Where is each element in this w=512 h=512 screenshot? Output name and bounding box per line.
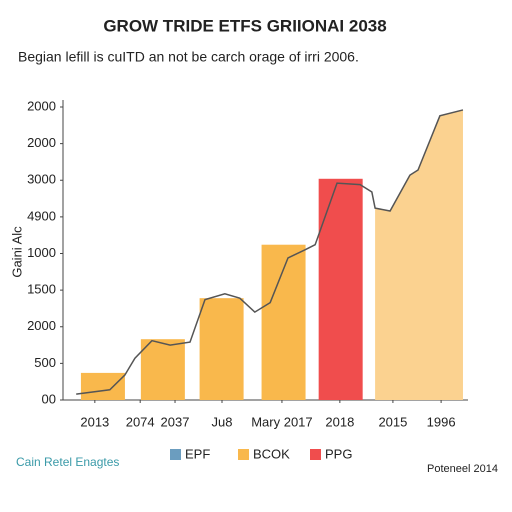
x-tick-label: Ju8	[212, 414, 233, 429]
x-tick-label: 2037	[161, 414, 190, 429]
y-tick-label: 3000	[27, 172, 56, 187]
footer-left: Cain Retel Enagtes	[16, 455, 119, 469]
y-tick-label: 4900	[27, 208, 56, 223]
x-tick-label: 2074	[126, 414, 155, 429]
legend-label: EPF	[185, 446, 210, 461]
y-tick-label: 2000	[27, 318, 56, 333]
y-tick-label: 00	[42, 391, 56, 406]
line	[76, 109, 464, 395]
bar	[80, 372, 125, 400]
legend-swatch	[310, 449, 321, 460]
y-tick-label: 2000	[27, 98, 56, 113]
legend-label: PPG	[325, 446, 352, 461]
bar	[318, 178, 363, 400]
area	[375, 109, 463, 401]
legend-swatch	[238, 449, 249, 460]
x-tick-label: 1996	[427, 414, 456, 429]
bar	[140, 339, 185, 400]
legend-swatch	[170, 449, 181, 460]
y-tick-label: 2000	[27, 135, 56, 150]
y-axis-label: Gaini Alc	[9, 226, 24, 278]
legend-label: BCOK	[253, 446, 290, 461]
x-tick-label: 2018	[325, 414, 354, 429]
x-tick-label: Mary 2017	[251, 414, 312, 429]
y-tick-label: 1500	[27, 282, 56, 297]
x-tick-label: 2013	[80, 414, 109, 429]
x-tick-label: 2015	[378, 414, 407, 429]
bar	[199, 298, 244, 400]
y-tick-label: 500	[34, 355, 56, 370]
footer-right: Poteneel 2014	[427, 463, 498, 475]
chart-subtitle: Begian lefill is cuITD an not be carch o…	[18, 49, 359, 65]
y-tick-label: 1000	[27, 245, 56, 260]
chart-title: GROW TRIDE ETFS GRIIONAI 2038	[103, 16, 386, 35]
